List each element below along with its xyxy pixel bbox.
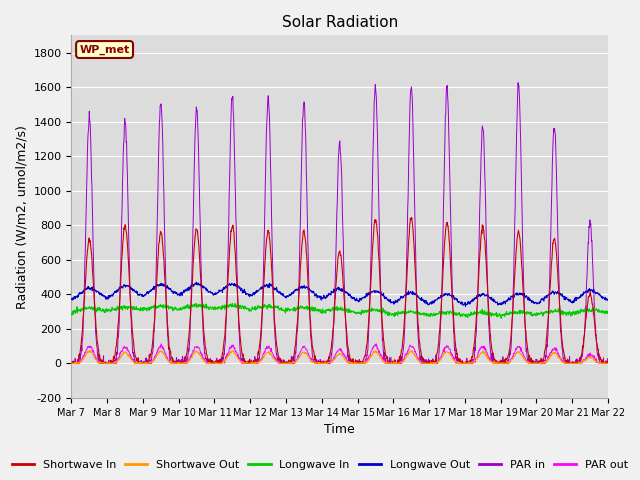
Legend: Shortwave In, Shortwave Out, Longwave In, Longwave Out, PAR in, PAR out: Shortwave In, Shortwave Out, Longwave In… — [7, 456, 633, 474]
Y-axis label: Radiation (W/m2, umol/m2/s): Radiation (W/m2, umol/m2/s) — [15, 125, 28, 309]
X-axis label: Time: Time — [324, 423, 355, 436]
Title: Solar Radiation: Solar Radiation — [282, 15, 398, 30]
Text: WP_met: WP_met — [79, 44, 130, 55]
